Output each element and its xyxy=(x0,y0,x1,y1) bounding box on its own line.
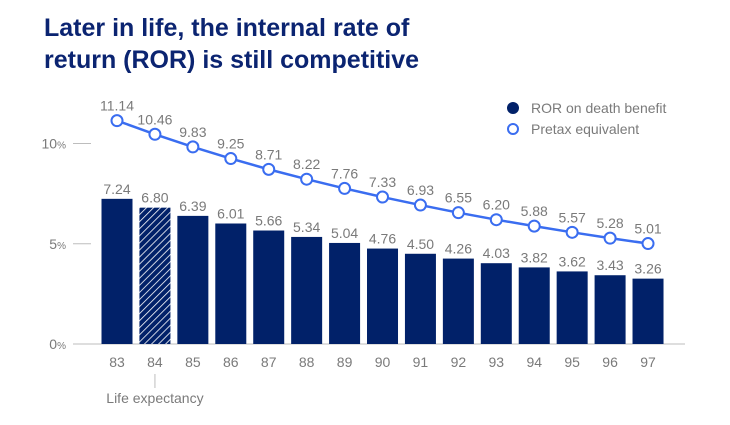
annotation-life-expectancy: Life expectancy xyxy=(106,390,203,406)
line-data-label: 6.55 xyxy=(445,190,472,206)
bar xyxy=(101,198,133,344)
line-point xyxy=(376,190,390,204)
bar-highlighted xyxy=(139,207,171,344)
bar-data-label: 4.76 xyxy=(369,231,396,247)
line-point xyxy=(338,181,352,195)
line-point xyxy=(451,206,465,220)
bar xyxy=(177,215,209,344)
line-point xyxy=(641,237,655,251)
line-point xyxy=(565,225,579,239)
bar-data-label: 4.03 xyxy=(483,245,510,261)
line-data-label: 7.33 xyxy=(369,174,396,190)
line-data-label: 6.20 xyxy=(483,197,510,213)
bar-data-label: 4.50 xyxy=(407,236,434,252)
line-data-label: 8.71 xyxy=(255,146,282,162)
legend-marker-line xyxy=(507,123,519,135)
line-data-label: 11.14 xyxy=(100,98,134,114)
line-point xyxy=(186,140,200,154)
line-data-label: 10.46 xyxy=(137,111,172,127)
line-data-label: 5.01 xyxy=(634,221,661,237)
x-tick-label: 96 xyxy=(602,354,618,370)
line-data-label: 5.57 xyxy=(559,209,586,225)
x-tick-label: 94 xyxy=(526,354,542,370)
bar xyxy=(404,253,436,344)
line-data-label: 9.83 xyxy=(179,124,206,140)
x-tick-label: 92 xyxy=(451,354,467,370)
bar xyxy=(253,230,285,344)
bar xyxy=(367,248,399,344)
bar xyxy=(594,275,626,344)
legend-marker-bar xyxy=(507,102,519,114)
line-data-label: 6.93 xyxy=(407,182,434,198)
line-data-label: 8.22 xyxy=(293,156,320,172)
x-tick-label: 84 xyxy=(147,354,163,370)
x-tick-label: 86 xyxy=(223,354,239,370)
y-tick-label: 0% xyxy=(49,336,66,352)
x-tick-label: 83 xyxy=(109,354,125,370)
bar xyxy=(480,263,512,344)
bar-data-label: 7.24 xyxy=(103,181,130,197)
x-tick-label: 89 xyxy=(337,354,353,370)
line-point xyxy=(224,152,238,166)
chart-title-line-2: return (ROR) is still competitive xyxy=(44,46,420,74)
chart-title-line-1: Later in life, the internal rate of xyxy=(44,14,410,42)
x-tick-label: 90 xyxy=(375,354,391,370)
bar xyxy=(632,278,664,344)
bar-data-label: 3.43 xyxy=(596,257,623,273)
x-tick-label: 93 xyxy=(489,354,505,370)
y-tick-label: 10% xyxy=(42,136,67,152)
line-data-label: 9.25 xyxy=(217,136,244,152)
line-point xyxy=(110,114,124,128)
x-tick-label: 87 xyxy=(261,354,277,370)
bar-data-label: 6.01 xyxy=(217,205,244,221)
line-point xyxy=(300,172,314,186)
line-data-label: 5.88 xyxy=(521,203,548,219)
bar-data-label: 3.82 xyxy=(521,249,548,265)
bar-data-label: 5.66 xyxy=(255,213,282,229)
y-tick-label: 5% xyxy=(49,236,66,252)
bar-data-label: 5.34 xyxy=(293,219,320,235)
bar xyxy=(291,236,323,344)
bar xyxy=(518,267,550,344)
legend-label-line: Pretax equivalent xyxy=(531,121,639,137)
line-point xyxy=(262,162,276,176)
bar-data-label: 5.04 xyxy=(331,225,358,241)
x-tick-label: 85 xyxy=(185,354,201,370)
bar-data-label: 6.39 xyxy=(179,198,206,214)
legend-label-bar: ROR on death benefit xyxy=(531,100,667,116)
x-tick-label: 97 xyxy=(640,354,656,370)
bar xyxy=(329,242,361,344)
bar-data-label: 4.26 xyxy=(445,241,472,257)
line-point xyxy=(489,213,503,227)
line-point xyxy=(413,198,427,212)
x-tick-label: 91 xyxy=(413,354,429,370)
line-data-label: 5.28 xyxy=(596,215,623,231)
bar-data-label: 6.80 xyxy=(141,190,168,206)
x-tick-label: 95 xyxy=(564,354,580,370)
line-point xyxy=(148,127,162,141)
bar xyxy=(556,271,588,344)
line-point xyxy=(603,231,617,245)
x-tick-label: 88 xyxy=(299,354,315,370)
chart-title: Later in life, the internal rate of retu… xyxy=(44,12,419,76)
bar-data-label: 3.62 xyxy=(559,253,586,269)
line-data-label: 7.76 xyxy=(331,165,358,181)
bar-data-label: 3.26 xyxy=(634,261,661,277)
bar xyxy=(215,223,247,344)
line-point xyxy=(527,219,541,233)
bar xyxy=(442,258,474,344)
